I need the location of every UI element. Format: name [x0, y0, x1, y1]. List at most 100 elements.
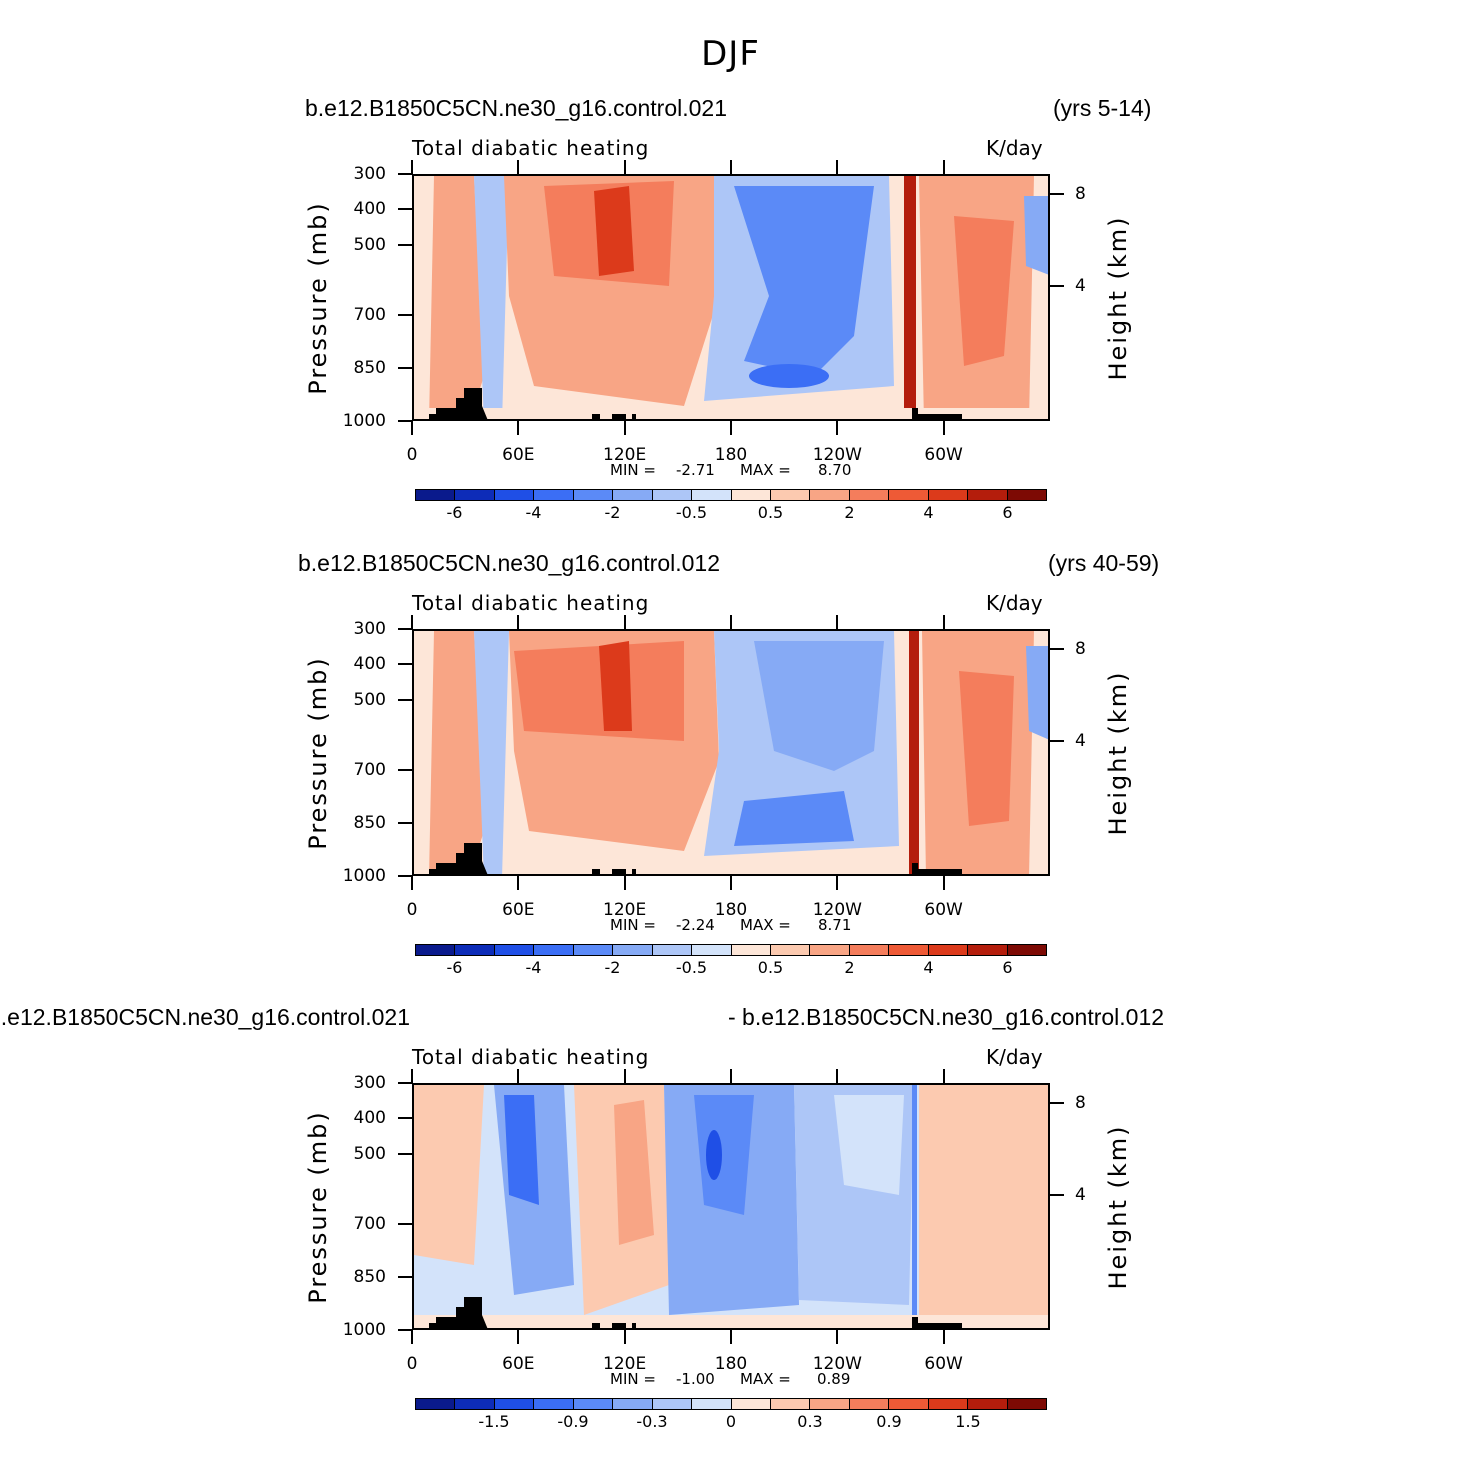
x-tick-mark	[836, 160, 839, 174]
y-tick-mark	[398, 628, 412, 630]
colorbar-label: -0.3	[636, 1412, 668, 1431]
stats-min-value: -1.00	[676, 1370, 715, 1388]
y-tick-label: 1000	[342, 866, 386, 886]
contour-region	[414, 408, 1048, 419]
contour-region	[954, 216, 1014, 366]
height-tick-label: 8	[1075, 639, 1086, 659]
colorbar-swatch	[731, 490, 771, 500]
colorbar-swatch	[416, 490, 456, 500]
case-title-left: b.e12.B1850C5CN.ne30_g16.control.021	[305, 95, 727, 121]
y-tick-label: 400	[353, 199, 386, 220]
height-tick-label: 4	[1075, 731, 1086, 751]
colorbar-swatch	[455, 1399, 495, 1409]
y-tick-label: 850	[353, 813, 386, 834]
x-tick-mark	[517, 1330, 520, 1344]
variable-name: Total diabatic heating	[412, 591, 650, 615]
contour-region	[1024, 196, 1048, 275]
contour-region	[1026, 646, 1048, 740]
height-tick-label: 4	[1075, 1185, 1086, 1205]
figure-title: DJF	[701, 34, 760, 74]
y2-tick-mark	[1050, 193, 1064, 195]
x-tick-mark	[942, 1069, 945, 1083]
y2-tick-mark	[1050, 1102, 1064, 1104]
y2-tick-mark	[1050, 285, 1064, 287]
colorbar-label: -4	[525, 958, 542, 977]
height-tick-label: 8	[1075, 1093, 1086, 1113]
colorbar-swatch	[810, 1399, 850, 1409]
colorbar-swatch	[573, 490, 614, 500]
x-tick-label: 60W	[924, 1354, 963, 1374]
y-axis-label: Pressure (mb)	[304, 1110, 332, 1304]
colorbar-swatch	[652, 945, 693, 955]
y-tick-mark	[398, 420, 412, 422]
x-tick-label: 180	[714, 900, 748, 920]
y-tick-label: 700	[353, 1214, 386, 1235]
x-tick-mark	[517, 1069, 520, 1083]
contour-field	[414, 631, 1048, 874]
x-tick-label: 120E	[603, 900, 647, 920]
x-tick-mark	[942, 160, 945, 174]
stats-min-value: -2.71	[676, 461, 715, 479]
units-label: K/day	[986, 136, 1043, 160]
y2-axis-label: Height (km)	[1104, 1124, 1132, 1290]
units-label: K/day	[986, 1045, 1043, 1069]
contour-region	[599, 641, 632, 731]
x-tick-label: 120W	[812, 1354, 862, 1374]
x-tick-mark	[836, 615, 839, 629]
x-tick-mark	[411, 1330, 413, 1344]
colorbar-swatch	[613, 945, 653, 955]
topography-mask	[632, 1323, 636, 1328]
colorbar-label: -0.9	[557, 1412, 589, 1431]
colorbar-swatch	[928, 1399, 969, 1409]
stats-max-value: 0.89	[817, 1370, 851, 1388]
colorbar-label: 1.5	[955, 1412, 981, 1431]
colorbar-swatch	[573, 945, 614, 955]
topography-mask	[912, 863, 962, 874]
x-tick-mark	[942, 1330, 945, 1344]
y-tick-label: 300	[353, 164, 386, 184]
colorbar-swatch	[692, 1399, 732, 1409]
contour-plot	[412, 1083, 1050, 1330]
contour-region	[834, 1095, 904, 1195]
contour-field	[414, 176, 1048, 419]
x-tick-label: 120W	[812, 445, 862, 465]
x-tick-mark	[836, 1330, 839, 1344]
colorbar-swatch	[889, 1399, 929, 1409]
x-tick-mark	[730, 1069, 732, 1083]
contour-region	[614, 1100, 654, 1245]
colorbar-swatch	[810, 490, 850, 500]
topography-mask	[429, 388, 488, 419]
x-tick-mark	[411, 615, 413, 629]
x-tick-mark	[942, 615, 945, 629]
colorbar-label: 4	[923, 958, 934, 977]
stats-min-label: MIN =	[610, 461, 656, 479]
contour-region	[514, 641, 684, 741]
x-tick-mark	[623, 421, 626, 435]
case-title-left: b.e12.B1850C5CN.ne30_g16.control.012	[298, 550, 720, 576]
x-tick-label: 0	[406, 1354, 418, 1374]
colorbar-label: -0.5	[675, 958, 708, 977]
y-tick-label: 850	[353, 1267, 386, 1288]
topography-mask	[612, 414, 626, 419]
y-tick-label: 500	[353, 1143, 386, 1164]
variable-name: Total diabatic heating	[412, 1045, 650, 1069]
colorbar-swatch	[416, 945, 456, 955]
colorbar-swatch	[455, 945, 495, 955]
y-tick-label: 850	[353, 358, 386, 379]
y-tick-label: 300	[353, 1073, 386, 1093]
contour-region	[749, 364, 829, 388]
x-tick-label: 60E	[502, 1354, 535, 1374]
y-tick-mark	[398, 243, 412, 246]
y-tick-label: 700	[353, 305, 386, 326]
contour-region	[694, 1095, 754, 1215]
y-tick-label: 1000	[342, 1320, 386, 1340]
colorbar-label: 6	[1002, 503, 1013, 522]
x-tick-mark	[836, 876, 839, 890]
colorbar-swatch	[652, 1399, 693, 1409]
case-title-right: (yrs 5-14)	[1053, 95, 1152, 121]
colorbar-swatch	[928, 490, 969, 500]
stats-max-label: MAX =	[740, 461, 791, 479]
stats-max-value: 8.71	[818, 916, 852, 934]
colorbar-swatch	[849, 490, 890, 500]
x-tick-mark	[730, 1330, 732, 1344]
